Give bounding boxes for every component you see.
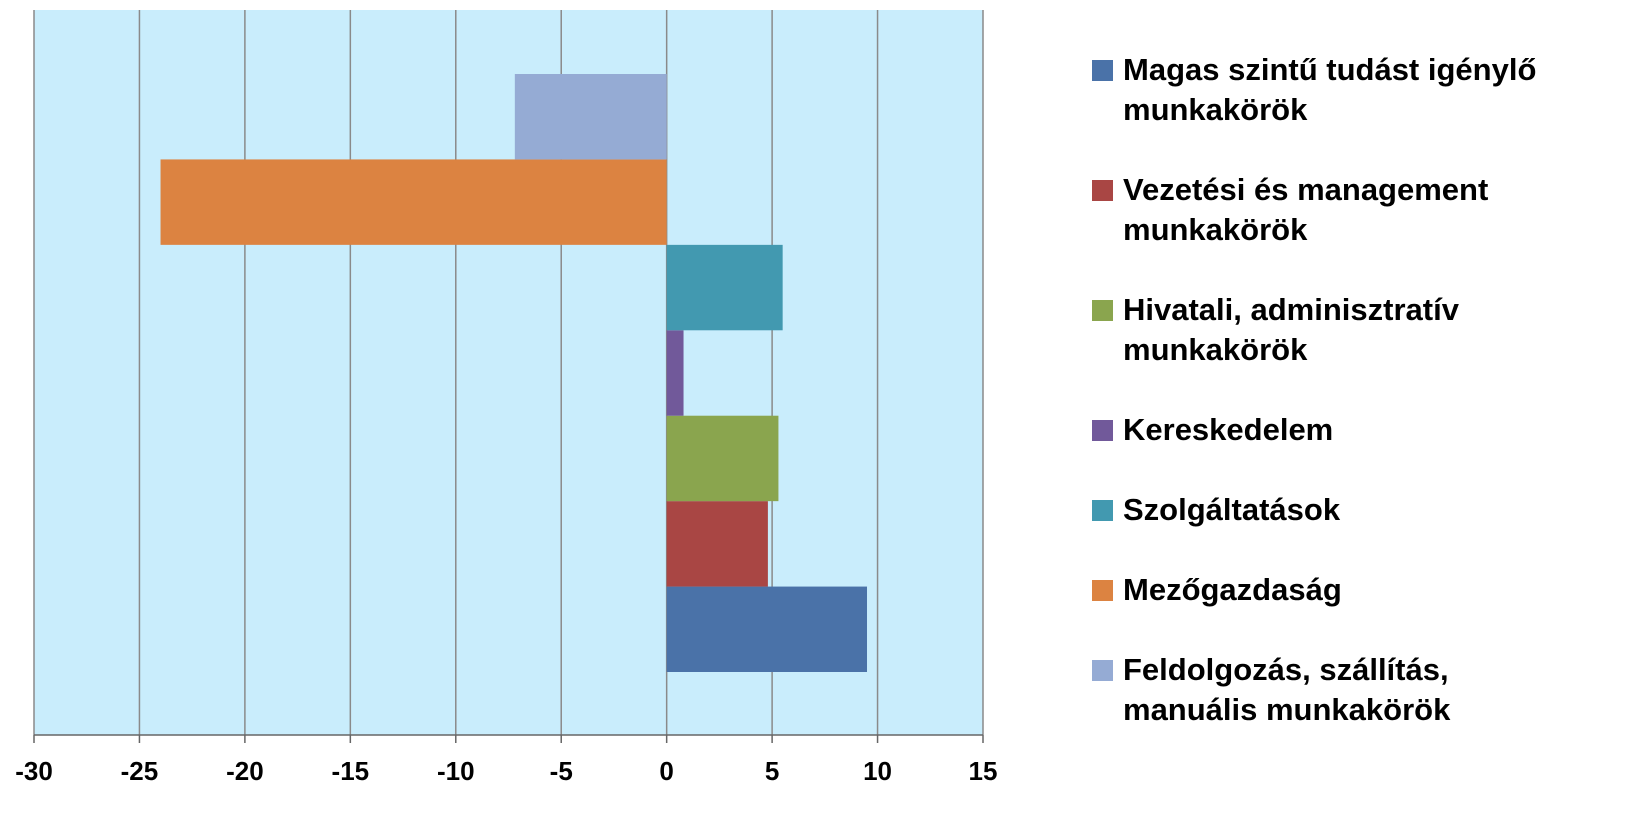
legend-label: Szolgáltatások [1123,492,1341,527]
legend-swatch [1092,420,1113,441]
bar [666,330,684,416]
legend-item: Kereskedelem [1092,410,1568,450]
bar [666,415,779,502]
x-tick-label: 10 [863,756,892,786]
legend-label: Hivatali, adminisztratív munkakörök [1123,292,1459,367]
legend-swatch [1092,60,1113,81]
x-tick-label: -20 [226,756,264,786]
bar [514,74,667,160]
x-tick-label: 0 [659,756,673,786]
x-tick-label: -30 [15,756,53,786]
legend-label: Feldolgozás, szállítás, manuális munkakö… [1123,652,1451,727]
legend-label: Kereskedelem [1123,412,1334,447]
legend-item: Hivatali, adminisztratív munkakörök [1092,290,1568,370]
legend-swatch [1092,300,1113,321]
legend-item: Magas szintű tudást igénylő munkakörök [1092,50,1568,130]
legend-label: Vezetési és management munkakörök [1123,172,1489,247]
bar [666,586,868,672]
legend-label: Magas szintű tudást igénylő munkakörök [1123,52,1537,127]
x-tick-label: -25 [121,756,159,786]
legend-swatch [1092,580,1113,601]
x-tick-label: 15 [969,756,998,786]
legend: Magas szintű tudást igénylő munkakörök Ve… [1092,50,1568,730]
legend-swatch [1092,660,1113,681]
bar [666,501,768,587]
x-tick-label: 5 [765,756,779,786]
legend-item: Szolgáltatások [1092,490,1568,530]
x-tick-label: -5 [550,756,573,786]
legend-item: Feldolgozás, szállítás, manuális munkakö… [1092,650,1568,730]
legend-item: Vezetési és management munkakörök [1092,170,1568,250]
bar [160,159,667,245]
bar [666,244,783,331]
legend-swatch [1092,500,1113,521]
x-tick-label: -15 [332,756,370,786]
x-tick-label: -10 [437,756,475,786]
legend-label: Mezőgazdaság [1123,572,1342,607]
legend-swatch [1092,180,1113,201]
legend-item: Mezőgazdaság [1092,570,1568,610]
